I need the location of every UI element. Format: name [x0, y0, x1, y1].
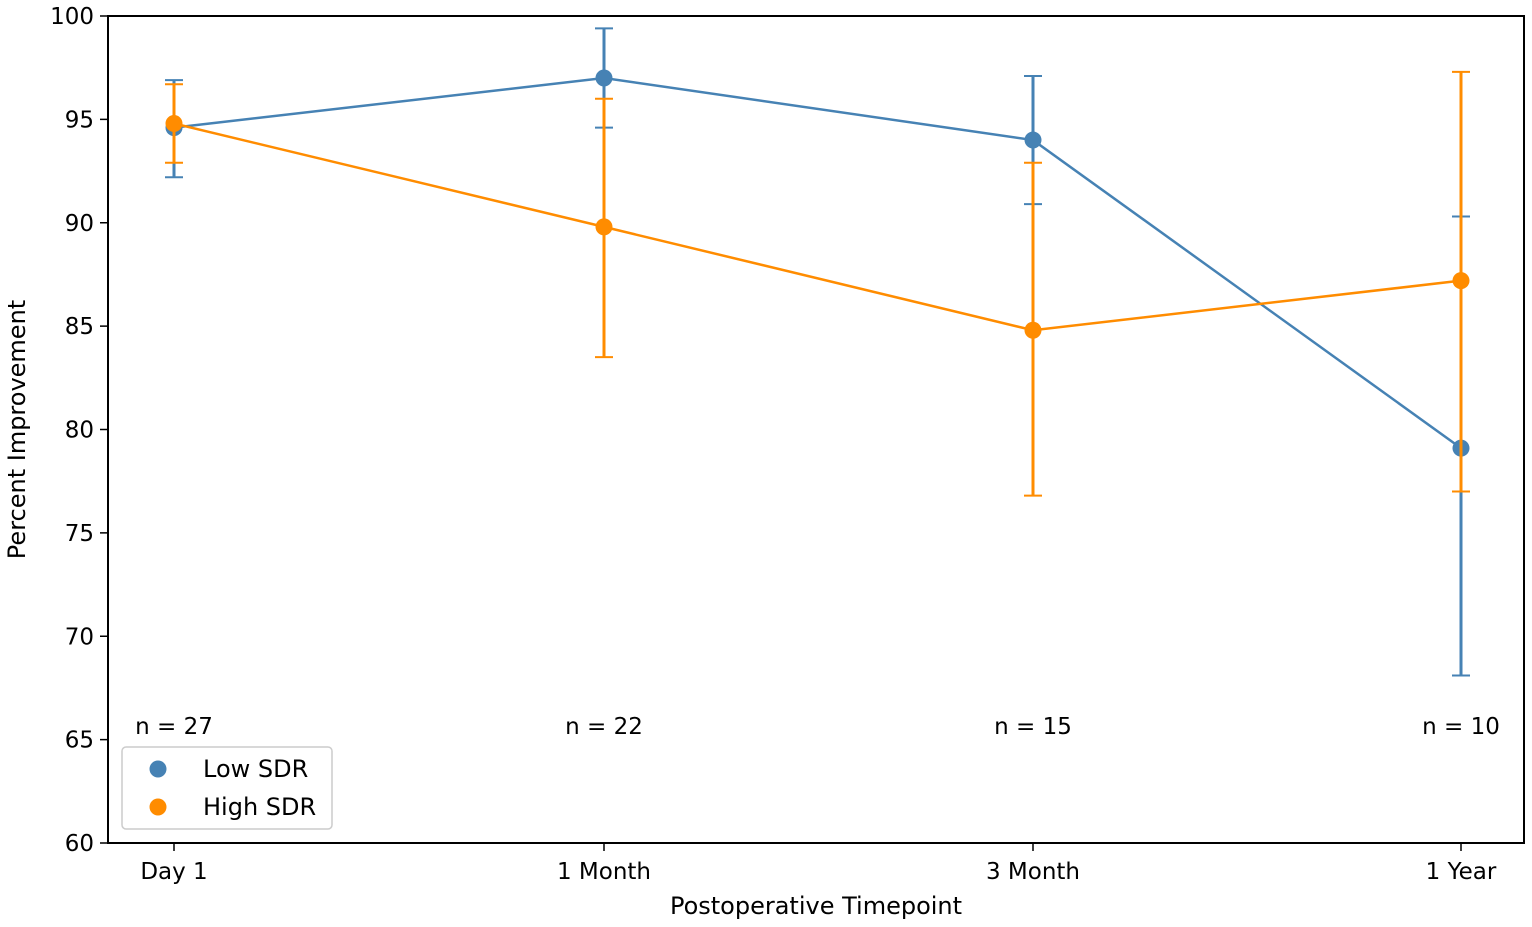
y-axis-label: Percent Improvement	[3, 300, 31, 559]
legend-box	[121, 746, 333, 830]
x-axis-label: Postoperative Timepoint	[670, 892, 962, 920]
y-tick-label: 85	[65, 314, 94, 340]
x-tick-label: Day 1	[140, 859, 207, 885]
plot-area	[165, 27, 1470, 677]
legend-marker	[149, 798, 167, 816]
y-tick-label: 70	[65, 624, 94, 650]
legend-label: High SDR	[203, 793, 316, 821]
x-tick-label: 1 Year	[1426, 859, 1497, 885]
axes: 60 65 70 75 80 85 90 95 100 Day 1 1 Month 3 Month 1 …	[50, 4, 1497, 885]
data-point	[165, 115, 183, 133]
x-tick-label: 1 Month	[557, 859, 651, 885]
y-tick-label: 80	[65, 418, 94, 444]
y-tick-label: 75	[65, 521, 94, 547]
axes-frame	[107, 15, 1525, 844]
data-point	[595, 218, 613, 236]
data-point	[1452, 272, 1470, 290]
series-line	[173, 122, 1462, 332]
y-tick-label: 100	[50, 4, 94, 30]
sample-size-label: n = 27	[135, 714, 213, 740]
y-tick-label: 60	[65, 831, 94, 857]
sample-size-label: n = 15	[994, 714, 1072, 740]
data-point	[1024, 321, 1042, 339]
y-tick-label: 65	[65, 728, 94, 754]
legend: Low SDR High SDR	[121, 746, 333, 830]
data-point	[1024, 131, 1042, 149]
sample-size-label: n = 22	[565, 714, 643, 740]
series-high-sdr	[165, 70, 1470, 497]
legend-marker	[149, 760, 167, 778]
data-point	[595, 69, 613, 87]
sample-size-labels: n = 27 n = 22 n = 15 n = 10	[135, 714, 1500, 740]
x-tick-label: 3 Month	[986, 859, 1080, 885]
series-low-sdr	[165, 27, 1470, 677]
y-tick-label: 95	[65, 107, 94, 133]
y-tick-label: 90	[65, 211, 94, 237]
sample-size-label: n = 10	[1422, 714, 1500, 740]
legend-label: Low SDR	[203, 755, 308, 783]
series-line	[173, 76, 1462, 450]
